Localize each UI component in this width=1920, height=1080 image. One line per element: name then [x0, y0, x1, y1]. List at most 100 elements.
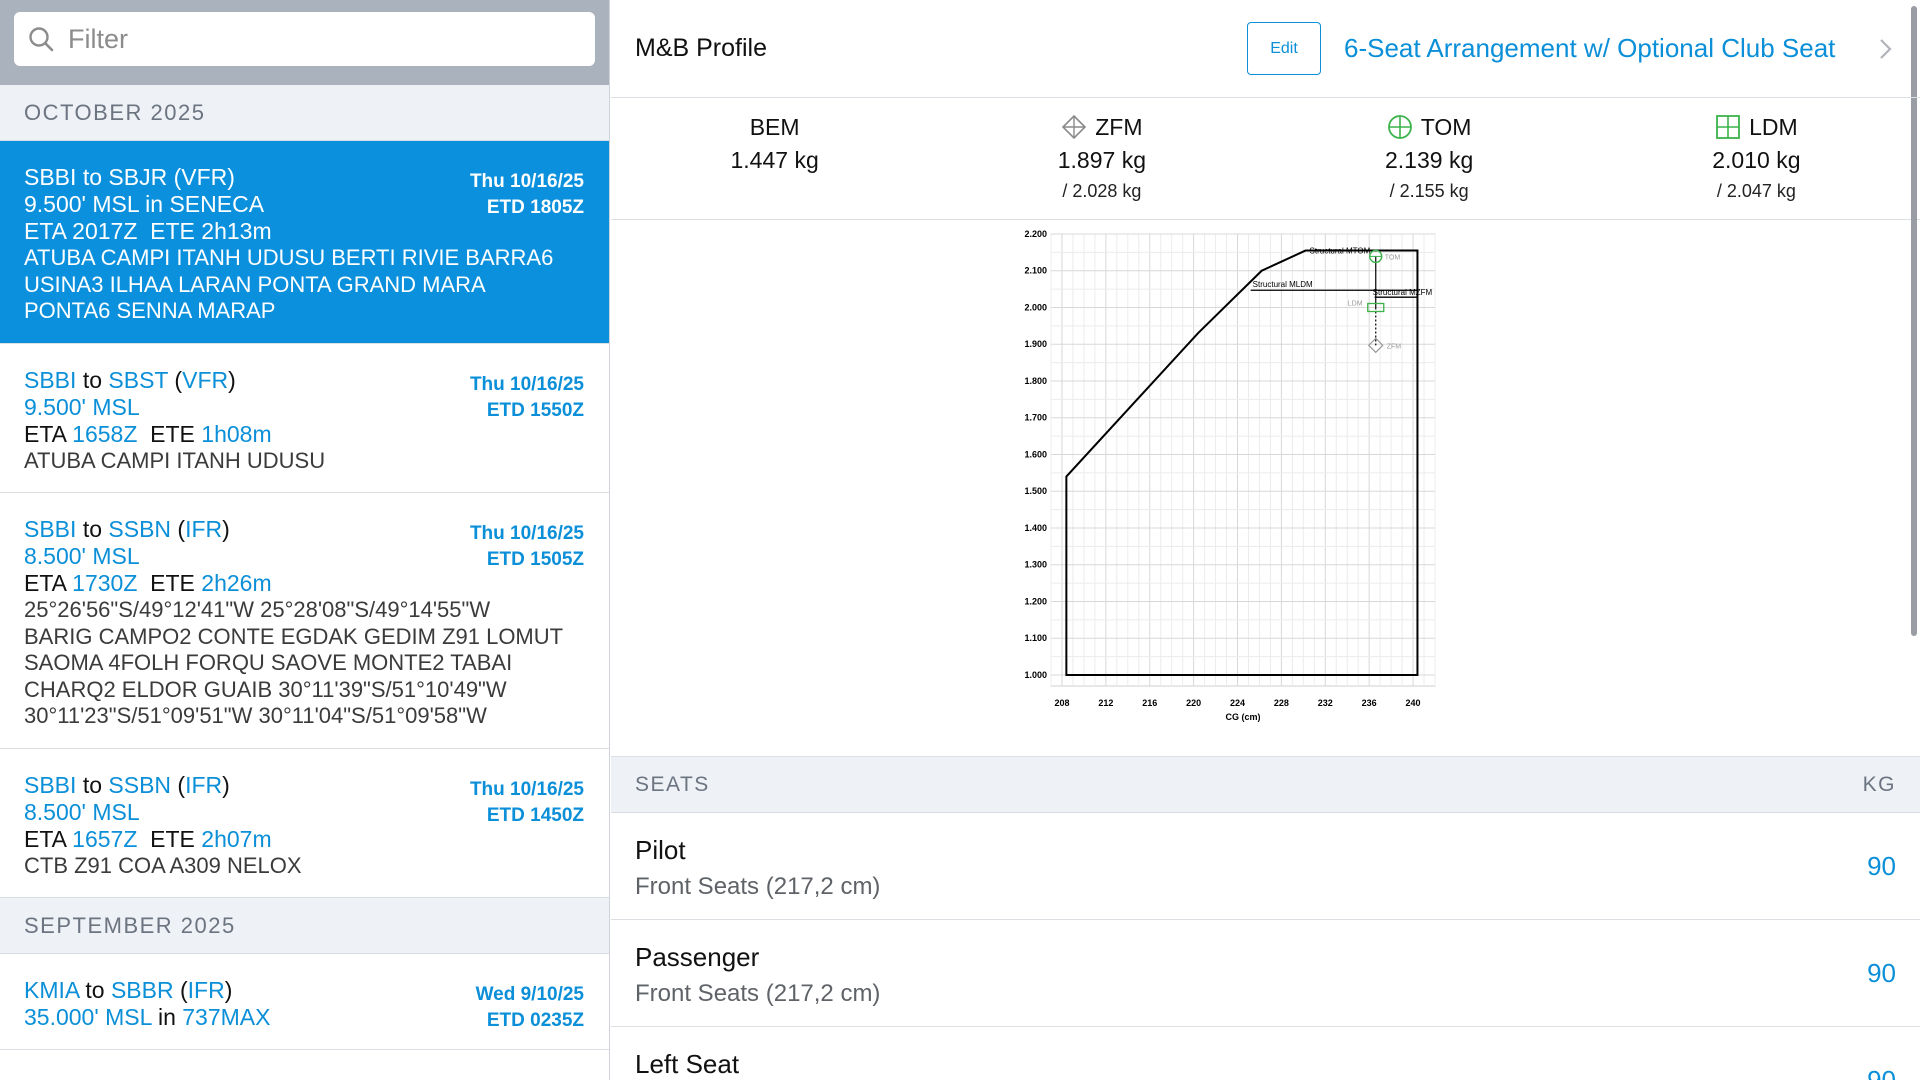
flight-item[interactable]: SBBI to SBJR (VFR) 9.500' MSL in SENECA ET… [0, 141, 609, 344]
flight-etd: ETD 1805Z [486, 197, 584, 218]
seat-arrangement-link[interactable]: 6-Seat Arrangement w/ Optional Club Seat [1344, 33, 1836, 63]
flight-date-block: Wed 9/10/25 ETD 0235Z [476, 982, 584, 1034]
seat-weight-input[interactable]: 90 [1867, 1065, 1896, 1080]
filter-input[interactable] [68, 23, 588, 55]
cg-envelope-chart: 208 212 216 220 224 228 232 236 240 2.200 2.100 2.0… [1024, 230, 1436, 722]
seat-row[interactable]: Pilot Front Seats (217,2 cm) 90 [611, 813, 1920, 920]
mass-balance-pane: M&B Profile Edit 6-Seat Arrangement w/ O… [611, 0, 1920, 1080]
route-line: SAOMA 4FOLH FORQU SAOVE MONTE2 TABAI [24, 650, 513, 675]
page-title: M&B Profile [635, 34, 767, 62]
weights-summary: BEM 1.447 kg ZFM 1.897 kg / 2.028 kg [611, 98, 1920, 220]
flight-altitude-line: 9.500' MSL [24, 394, 585, 421]
ldm-point-label: LDM [1348, 300, 1363, 307]
origin-airport: SBBI [24, 771, 77, 798]
seat-row[interactable]: Passenger Front Seats (217,2 cm) 90 [611, 920, 1920, 1027]
seats-unit: KG [1862, 772, 1896, 796]
cruise-altitude: 9.500' MSL [24, 393, 140, 420]
weight-limit: / 2.028 kg [1062, 181, 1142, 201]
flight-item[interactable]: SBBI to SBST (VFR) 9.500' MSL ETA 1658Z ET… [0, 344, 609, 493]
flight-route-line: SBBI to SSBN (IFR) [24, 516, 230, 542]
y-tick-label: 2.200 [1024, 230, 1047, 239]
weight-limit: / 2.047 kg [1716, 181, 1796, 201]
weight-zfm: ZFM 1.897 kg / 2.028 kg [938, 98, 1265, 219]
x-tick-label: 228 [1274, 698, 1289, 708]
eta-label: ETA [24, 570, 66, 596]
aircraft-name: 737MAX [182, 1004, 271, 1030]
ete-value: 2h13m [201, 218, 272, 244]
ete-value: 2h07m [201, 825, 272, 852]
ldm-point [1367, 302, 1385, 313]
flight-item[interactable]: SBBI to SSBN (IFR) 8.500' MSL ETA 1730Z ET… [0, 493, 609, 749]
origin-airport: SBBI [24, 516, 77, 542]
eta-value: 2017Z [72, 218, 138, 244]
filter-box[interactable] [14, 12, 595, 66]
aircraft-name: SENECA [169, 191, 265, 217]
flight-rules: IFR [185, 516, 223, 542]
edit-button[interactable]: Edit [1247, 22, 1321, 75]
y-tick-label: 1.300 [1024, 560, 1047, 570]
seat-list: Pilot Front Seats (217,2 cm) 90 Passenger Fr… [611, 813, 1920, 1080]
flight-sections: OCTOBER 2025 SBBI to SBJR (VFR) 9.500' MSL… [0, 85, 609, 1050]
y-tick-label: 1.700 [1024, 413, 1047, 423]
flight-date-block: Thu 10/16/25 ETD 1550Z [470, 372, 584, 424]
ldm-square-icon [1716, 115, 1740, 139]
ete-label: ETE [150, 570, 195, 596]
eta-value: 1658Z [72, 420, 138, 447]
search-icon [29, 27, 54, 52]
seat-location: Front Seats (217,2 cm) [635, 873, 881, 900]
flight-item[interactable]: KMIA to SBBR (IFR) 35.000' MSL in 737MAX W… [0, 954, 609, 1050]
flight-eta-line: ETA 1657Z ETE 2h07m [24, 826, 585, 853]
to-label: to [82, 164, 102, 190]
seat-row[interactable]: Left Seat 90 [611, 1027, 1920, 1080]
y-tick-label: 1.600 [1024, 449, 1047, 459]
flight-rules: VFR [181, 164, 228, 190]
flight-etd: ETD 1550Z [486, 399, 584, 421]
route-line: 25°26'56"S/49°12'41"W 25°28'08"S/49°14'5… [24, 597, 491, 622]
weight-tom: TOM 2.139 kg / 2.155 kg [1266, 98, 1593, 219]
flight-route-line: SBBI to SBJR (VFR) [24, 164, 235, 190]
flight-rules: VFR [182, 366, 229, 393]
flight-rules: IFR [185, 771, 223, 798]
flight-etd: ETD 1505Z [486, 549, 584, 570]
route-line: BARIG CAMPO2 CONTE EGDAK GEDIM Z91 LOMUT [24, 623, 564, 649]
seat-weight-input[interactable]: 90 [1867, 851, 1896, 881]
route-line: CHARQ2 ELDOR GUAIB 30°11'39"S/51°10'49"W [24, 676, 507, 702]
x-tick-label: 224 [1230, 698, 1245, 708]
flight-date: Thu 10/16/25 [469, 778, 584, 800]
y-tick-label: 2.000 [1024, 302, 1047, 312]
scrollbar[interactable] [1911, 6, 1917, 636]
flight-route-line: KMIA to SBBR (IFR) [24, 977, 233, 1003]
flight-item[interactable]: SBBI to SSBN (IFR) 8.500' MSL ETA 1657Z ET… [0, 749, 609, 898]
eta-label: ETA [24, 825, 66, 852]
flight-date-block: Thu 10/16/25 ETD 1805Z [470, 169, 584, 221]
flight-altitude-line: 35.000' MSL in 737MAX [24, 1004, 585, 1031]
y-tick-label: 2.100 [1024, 266, 1047, 276]
y-tick-label: 1.200 [1024, 596, 1047, 606]
x-tick-label: 240 [1406, 698, 1421, 708]
to-label: to [82, 516, 102, 542]
weight-value: 2.010 kg [1712, 147, 1801, 173]
zfm-diamond-icon [1062, 114, 1087, 140]
cg-envelope-chart-area: 208 212 216 220 224 228 232 236 240 2.200 2.100 2.0… [611, 220, 1920, 757]
flight-route-line: SBBI to SSBN (IFR) [24, 771, 230, 798]
section-header: SEPTEMBER 2025 [0, 898, 609, 954]
y-tick-label: 1.400 [1024, 523, 1047, 533]
zfm-point [1367, 337, 1384, 354]
to-label: to [82, 771, 102, 798]
ete-value: 1h08m [201, 420, 272, 447]
seat-weight-input[interactable]: 90 [1867, 958, 1896, 988]
x-axis-label: CG (cm) [1225, 712, 1260, 722]
cg-envelope [1065, 249, 1419, 676]
flight-eta-line: ETA 1658Z ETE 1h08m [24, 421, 585, 448]
destination-airport: SBST [108, 366, 169, 393]
route-line: USINA3 ILHAA LARAN PONTA GRAND MARA [24, 271, 486, 297]
origin-airport: KMIA [24, 977, 79, 1003]
plot-frame [1050, 233, 1436, 687]
eta-label: ETA [24, 218, 66, 244]
seat-name: Passenger [635, 942, 760, 972]
weight-limit: / 2.155 kg [1389, 181, 1469, 201]
weight-value: 2.139 kg [1385, 147, 1474, 173]
eta-value: 1657Z [72, 825, 138, 852]
weight-value: 1.897 kg [1057, 147, 1146, 173]
section-header: OCTOBER 2025 [0, 85, 609, 141]
